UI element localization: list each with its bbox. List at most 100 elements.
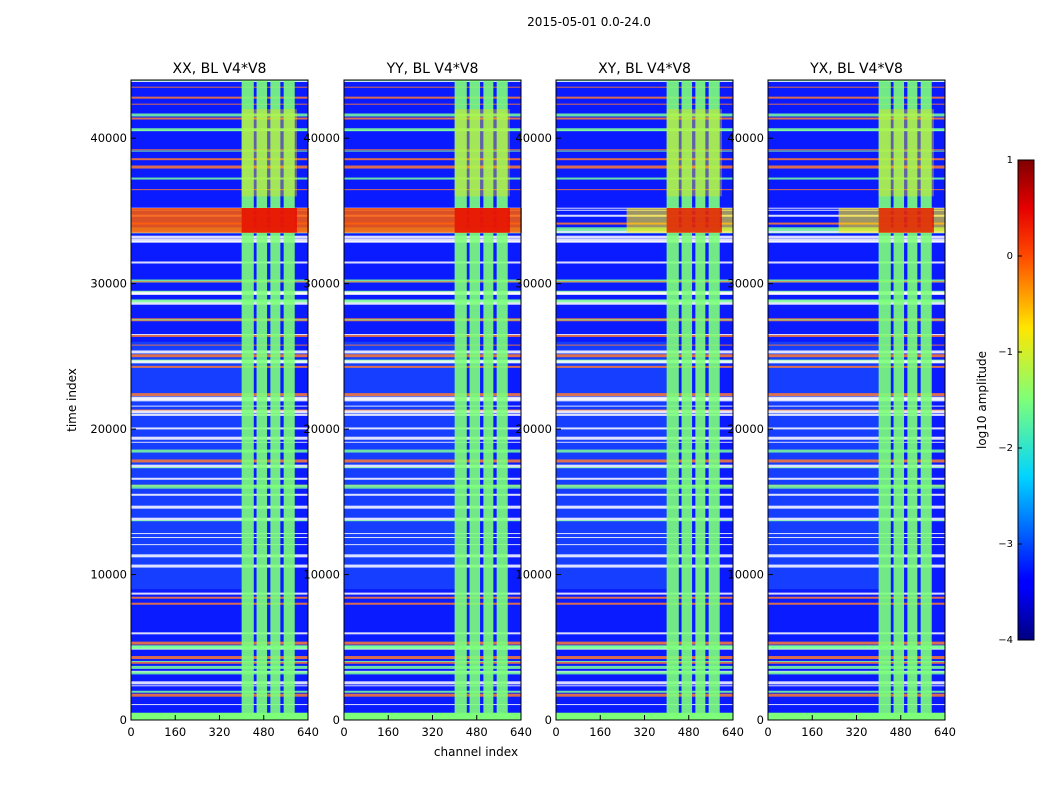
time-stripe	[344, 665, 521, 669]
time-stripe	[344, 158, 521, 161]
time-stripe	[768, 685, 945, 687]
heatmap-panel-xx: XX, BL V4*V8 0 160 320 480 640 0 10000 20000 3000…	[90, 61, 319, 739]
time-stripe	[344, 398, 521, 402]
time-stripe	[556, 319, 733, 321]
time-stripe	[131, 449, 308, 453]
time-stripe	[131, 96, 308, 99]
time-stripe	[768, 365, 945, 368]
time-stripe	[131, 690, 308, 693]
time-stripe	[768, 291, 945, 295]
time-stripe	[131, 360, 308, 364]
time-stripe	[556, 436, 733, 440]
time-stripe	[344, 656, 521, 660]
time-stripe	[344, 393, 521, 397]
time-stripe	[556, 484, 733, 488]
time-stripe	[344, 544, 521, 546]
y-axis-label: time index	[65, 368, 79, 432]
time-stripe	[131, 671, 308, 675]
time-stripe	[344, 150, 521, 152]
time-stripe	[556, 413, 733, 416]
time-stripe	[768, 360, 945, 364]
time-stripe	[344, 517, 521, 521]
time-stripe	[556, 81, 733, 83]
time-stripe	[556, 671, 733, 675]
panel-title: YX, BL V4*V8	[809, 61, 903, 77]
time-stripe	[344, 704, 521, 706]
time-stripe	[556, 641, 733, 645]
time-stripe	[556, 564, 733, 568]
time-stripe	[768, 103, 945, 105]
time-stripe	[131, 436, 308, 440]
time-stripe	[131, 291, 308, 295]
panel-title: XY, BL V4*V8	[598, 61, 691, 77]
time-stripe	[131, 505, 308, 509]
rfi-highlight	[666, 109, 722, 197]
time-stripe	[556, 344, 733, 346]
time-stripe	[344, 505, 521, 509]
time-stripe	[131, 393, 308, 397]
time-stripe	[768, 646, 945, 650]
time-stripe	[131, 165, 308, 169]
time-stripe	[768, 238, 945, 242]
y-tick-label: 40000	[515, 131, 552, 145]
time-stripe	[556, 537, 733, 539]
time-stripe	[131, 632, 308, 635]
rfi-channel-column	[454, 80, 467, 720]
time-stripe	[344, 464, 521, 468]
rfi-channel-column	[283, 80, 295, 720]
flare-peak	[454, 208, 510, 233]
time-stripe	[768, 81, 945, 83]
time-stripe	[768, 189, 945, 191]
time-stripe	[131, 177, 308, 180]
time-stripe	[344, 693, 521, 697]
time-stripe	[768, 505, 945, 509]
time-stripe	[556, 533, 733, 535]
time-stripe	[556, 477, 733, 480]
time-stripe	[131, 665, 308, 669]
time-stripe	[344, 671, 521, 675]
time-stripe	[344, 80, 521, 82]
x-tick-label: 480	[678, 725, 700, 739]
time-stripe	[131, 685, 308, 687]
time-stripe	[768, 537, 945, 539]
time-stripe	[344, 96, 521, 99]
y-tick-label: 40000	[90, 131, 127, 145]
time-stripe	[768, 165, 945, 169]
time-stripe	[768, 467, 945, 469]
x-tick-label: 640	[297, 725, 319, 739]
time-stripe	[556, 80, 733, 82]
time-stripe	[131, 493, 308, 496]
time-stripe	[131, 281, 308, 283]
time-stripe	[131, 467, 308, 469]
time-stripe	[344, 165, 521, 169]
time-stripe	[344, 487, 521, 489]
time-stripe	[768, 596, 945, 599]
rfi-channel-column	[270, 80, 281, 720]
time-stripe	[768, 177, 945, 180]
x-tick-label: 480	[253, 725, 275, 739]
x-axis-label: channel index	[434, 745, 518, 759]
time-stripe	[131, 641, 308, 645]
time-stripe	[344, 319, 521, 321]
panels: XX, BL V4*V8 0 160 320 480 640 0 10000 20000 3000…	[90, 61, 956, 739]
time-stripe	[131, 533, 308, 535]
time-stripe	[556, 520, 733, 522]
time-stripe	[768, 661, 945, 664]
time-stripe	[344, 632, 521, 635]
time-stripe	[556, 398, 733, 402]
time-stripe	[768, 592, 945, 595]
time-stripe	[344, 477, 521, 480]
time-stripe	[131, 405, 308, 407]
time-stripe	[556, 441, 733, 443]
time-stripe	[768, 602, 945, 605]
colorbar-gradient	[1017, 159, 1035, 641]
time-stripe	[768, 96, 945, 99]
y-tick-label: 30000	[727, 277, 764, 291]
time-stripe	[768, 554, 945, 558]
time-stripe	[556, 281, 733, 283]
time-stripe	[768, 671, 945, 675]
time-stripe	[556, 235, 733, 239]
time-stripe	[768, 656, 945, 660]
rfi-channel-column	[907, 80, 918, 720]
time-stripe	[344, 86, 521, 88]
